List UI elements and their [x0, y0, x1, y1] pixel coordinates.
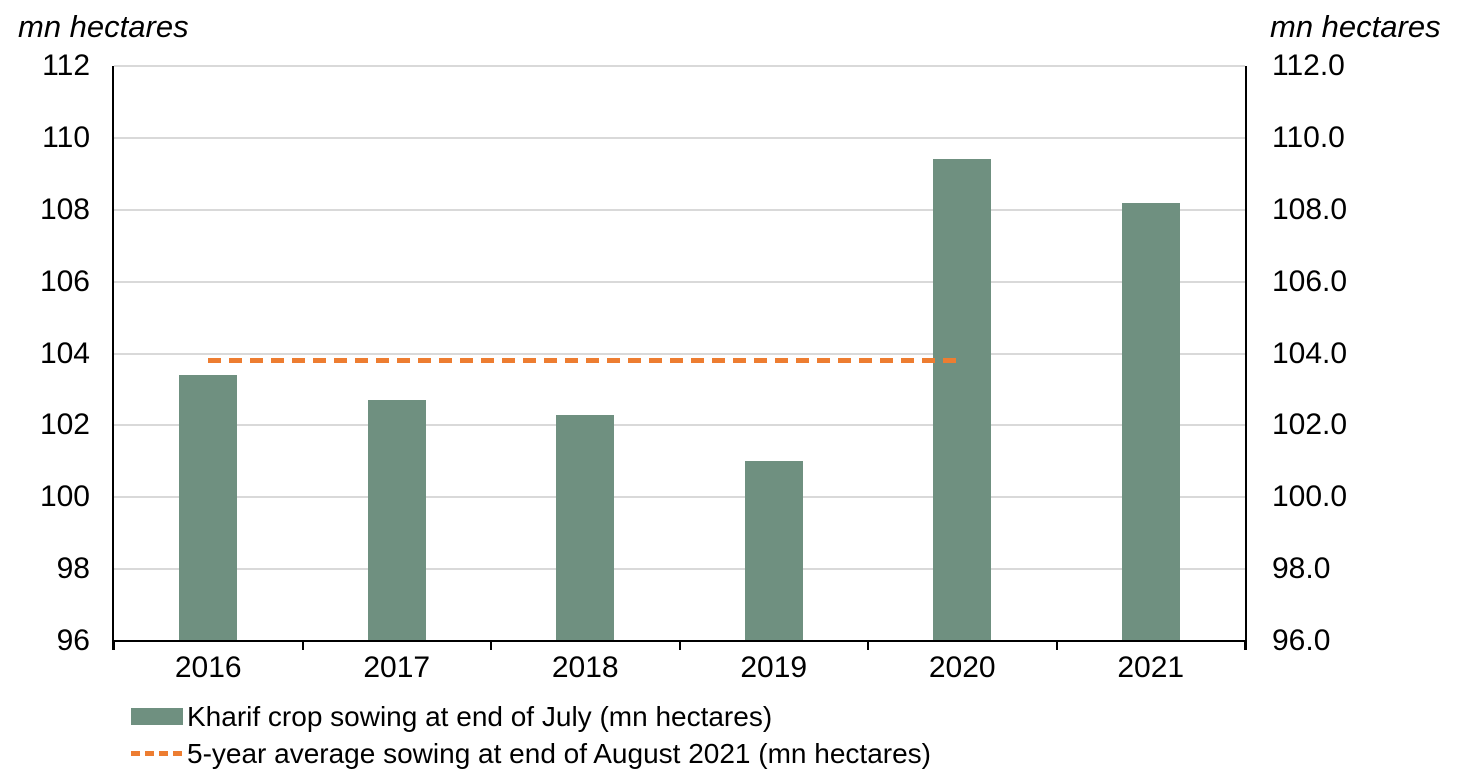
x-axis-tick — [113, 641, 115, 650]
left-axis-tick-label: 110 — [42, 120, 90, 154]
bar-series-swatch — [131, 708, 183, 725]
x-axis-label-2016: 2016 — [174, 651, 242, 684]
x-axis-tick — [301, 641, 304, 650]
bar-2018 — [556, 414, 615, 641]
x-axis-label-2020: 2020 — [928, 651, 996, 684]
x-axis-line — [112, 640, 1247, 642]
gridline-112 — [114, 65, 1245, 67]
legend-item-bar-series: Kharif crop sowing at end of July (mn he… — [131, 698, 931, 735]
left-axis-tick-label: 106 — [39, 264, 90, 298]
legend: Kharif crop sowing at end of July (mn he… — [131, 698, 931, 772]
x-axis-tick — [678, 641, 681, 650]
bar-2019 — [744, 461, 803, 641]
right-axis-tick-label: 98.0 — [1272, 552, 1331, 586]
x-axis-label-2017: 2017 — [363, 651, 431, 684]
left-axis-tick-label: 104 — [39, 336, 90, 370]
legend-item-line-series: 5-year average sowing at end of August 2… — [131, 735, 931, 772]
bar-2016 — [179, 375, 238, 641]
right-axis-tick-label: 100.0 — [1272, 480, 1348, 514]
left-axis-tick-label: 98 — [56, 552, 90, 586]
x-axis-tick — [867, 641, 869, 650]
gridline-110 — [114, 136, 1245, 139]
x-axis-tick — [490, 641, 492, 650]
right-axis-tick-label: 112.0 — [1272, 49, 1345, 82]
y-axis-right-line — [1245, 66, 1247, 650]
x-axis-tick — [1055, 641, 1058, 650]
average-dashed-line — [208, 358, 963, 364]
left-axis-title: mn hectares — [18, 9, 189, 44]
left-axis-tick-label: 100 — [39, 480, 90, 514]
right-axis-tick-label: 108.0 — [1272, 192, 1348, 226]
gridline-108 — [114, 208, 1245, 211]
bar-2021 — [1121, 202, 1180, 641]
gridline-104 — [114, 352, 1245, 355]
gridline-106 — [114, 280, 1245, 283]
y-axis-left-line — [112, 66, 114, 650]
right-axis-tick-label: 102.0 — [1272, 408, 1348, 442]
right-axis-tick-label: 104.0 — [1272, 336, 1348, 370]
x-axis-label-2018: 2018 — [551, 651, 619, 684]
right-axis-tick-label: 110.0 — [1272, 120, 1345, 154]
gridline-98 — [114, 568, 1245, 571]
legend-label-bar-series: Kharif crop sowing at end of July (mn he… — [187, 700, 773, 732]
legend-label-line-series: 5-year average sowing at end of August 2… — [187, 737, 931, 769]
x-axis-label-2021: 2021 — [1117, 651, 1185, 684]
bar-2017 — [367, 400, 426, 641]
left-axis-tick-label: 112 — [42, 49, 90, 82]
right-axis-tick-label: 96.0 — [1272, 624, 1331, 657]
left-axis-tick-label: 108 — [39, 192, 90, 226]
gridline-100 — [114, 496, 1245, 499]
left-axis-tick-label: 96 — [56, 624, 90, 657]
left-axis-tick-label: 102 — [39, 408, 90, 442]
right-axis-title: mn hectares — [1270, 9, 1441, 44]
gridline-102 — [114, 424, 1245, 427]
bar-2020 — [933, 159, 992, 641]
right-axis-tick-label: 106.0 — [1272, 264, 1348, 298]
x-axis-label-2019: 2019 — [740, 651, 808, 684]
dashed-line-series-swatch — [131, 751, 183, 756]
